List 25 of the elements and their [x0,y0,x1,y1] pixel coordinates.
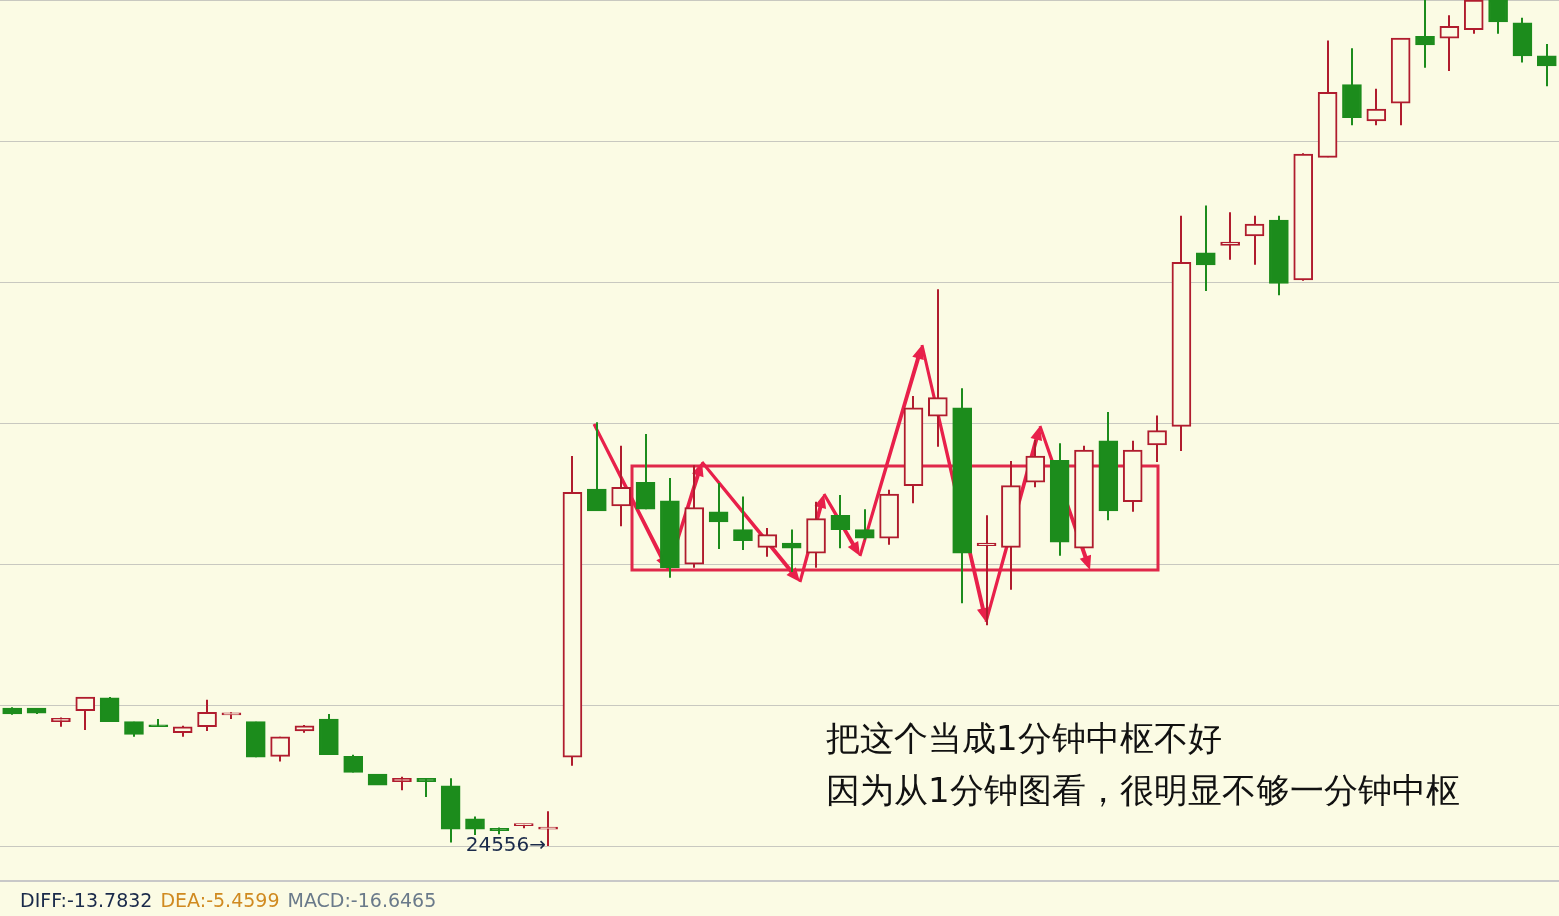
text: MACD:-16.6465 [287,889,437,911]
candlestick [1415,0,1435,69]
candlestick [1220,211,1240,261]
candlestick [270,735,290,763]
annotation: 因为从1分钟图看，很明显不够一分钟中枢 [826,769,1461,812]
candlestick [1244,214,1265,266]
candlestick [976,514,997,627]
candlestick [1366,87,1387,127]
candlestick [465,815,485,836]
candlestick [1488,0,1508,35]
candlestick [1439,14,1460,73]
candlestick [99,696,120,723]
candlestick [733,495,753,551]
text: DIFF:-13.7832 [20,889,153,911]
annotation: 把这个当成1分钟中枢不好 [826,717,1223,760]
candlestick [1025,438,1046,489]
text: DEA:-5.4599 [160,889,280,911]
candlestick [854,508,875,541]
candlestick [635,433,656,511]
annotation: 24556→ [465,832,547,857]
candlestick [1195,204,1216,293]
candlestick [1536,42,1557,88]
candlestick [781,528,802,573]
candlestick [928,288,948,448]
candlestick [586,421,607,512]
